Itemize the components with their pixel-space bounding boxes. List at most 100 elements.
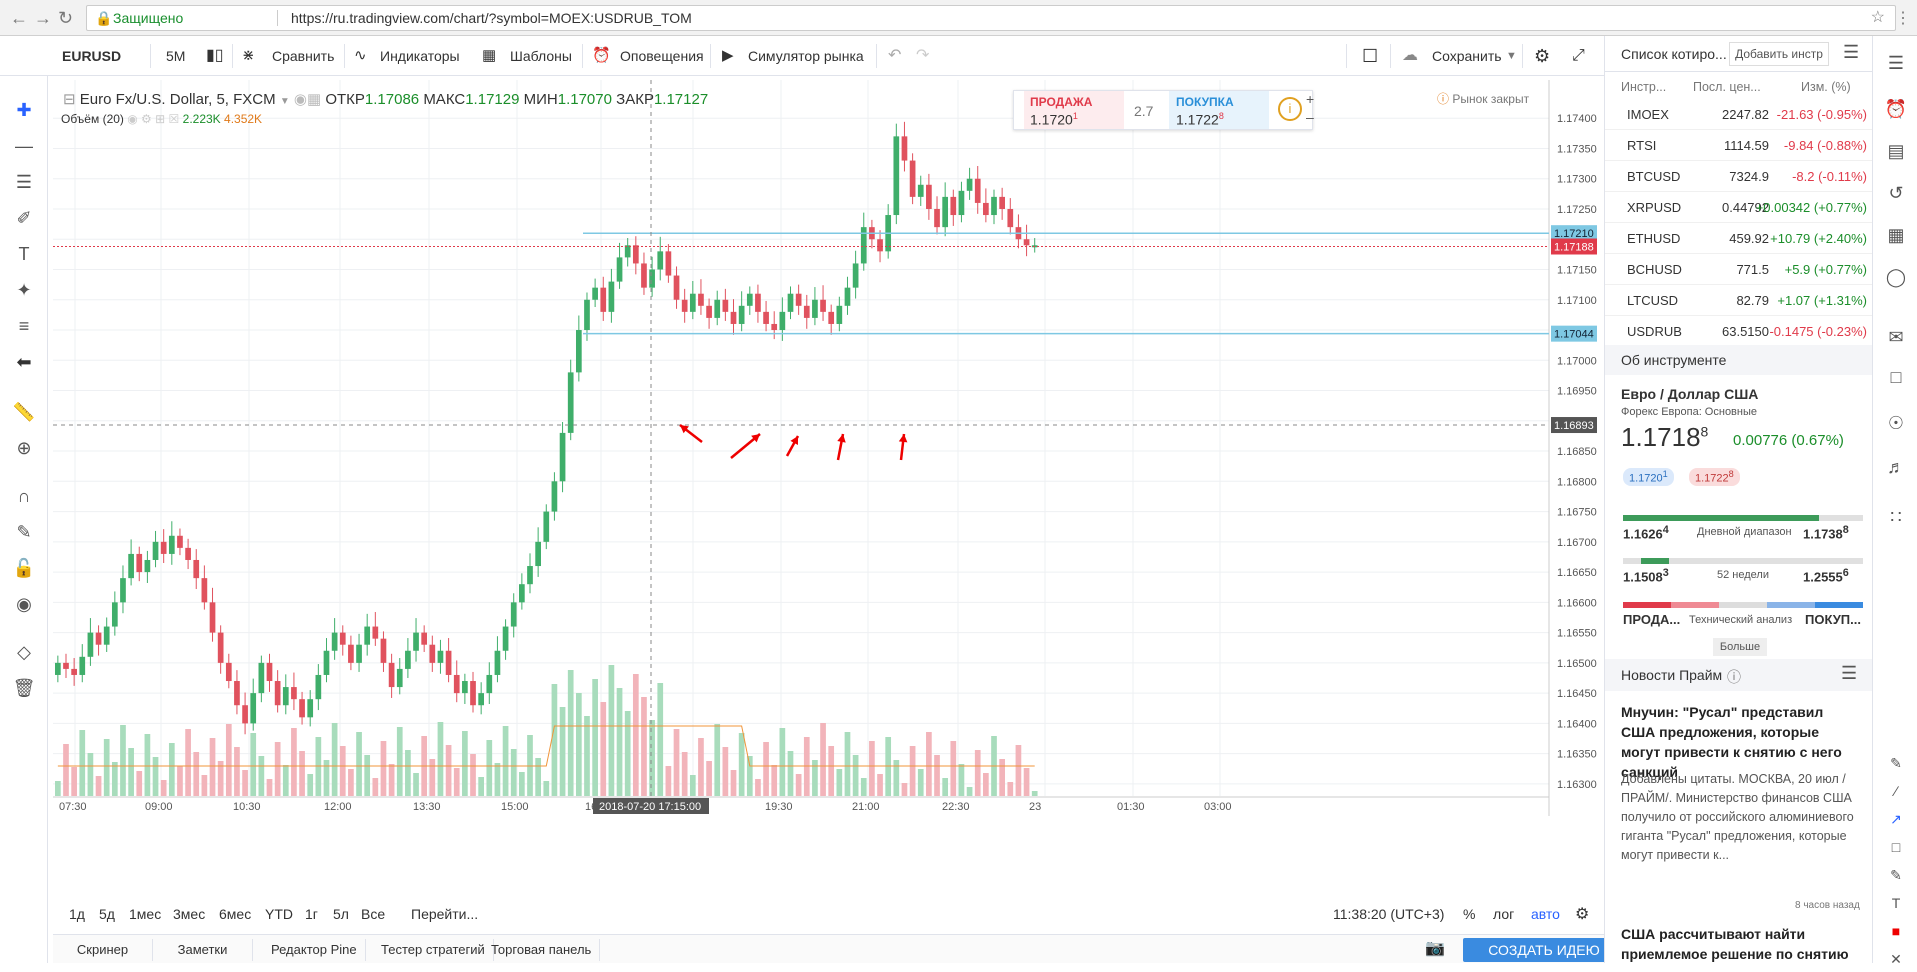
cloud-icon[interactable]: ☁ <box>1402 47 1418 64</box>
templates-button[interactable]: Шаблоны <box>510 48 572 64</box>
legend-tools-icon[interactable]: ◉▦ <box>293 91 322 108</box>
calendar-icon[interactable]: ▦ <box>1887 225 1905 245</box>
news-title-2[interactable]: США рассчитывают найти приемлемое решени… <box>1621 926 1849 962</box>
watchlist-row[interactable]: IMOEX 2247.82 -21.63 (-0.95%) <box>1605 98 1873 130</box>
col-last[interactable]: Посл. цен... <box>1693 80 1761 94</box>
watchlist-row[interactable]: LTCUSD 82.79 +1.07 (+1.31%) <box>1605 284 1873 316</box>
templates-icon[interactable]: ▦ <box>482 47 497 64</box>
auto-toggle[interactable]: авто <box>1531 906 1560 922</box>
watchlist-row[interactable]: XRPUSD 0.44792 +0.00342 (+0.77%) <box>1605 191 1873 223</box>
sell-button[interactable] <box>1024 91 1124 129</box>
url-text[interactable]: https://ru.tradingview.com/chart/?symbol… <box>291 10 692 26</box>
forward-icon[interactable]: → <box>34 8 52 28</box>
create-idea-button[interactable]: СОЗДАТЬ ИДЕЮ <box>1463 938 1625 962</box>
range-1y[interactable]: 1г <box>305 906 318 922</box>
chart-area[interactable]: 1.174001.173501.173001.172501.172001.171… <box>53 80 1597 870</box>
watchlist-row[interactable]: BCHUSD 771.5 +5.9 (+0.77%) <box>1605 253 1873 285</box>
add-symbol-button[interactable]: Добавить инстр <box>1729 42 1829 66</box>
title-chevron-icon[interactable]: ▼ <box>279 96 290 107</box>
camera-icon[interactable]: 📷 <box>1425 940 1445 957</box>
compare-icon[interactable]: ⋇ <box>242 47 255 64</box>
replay-button[interactable]: Симулятор рынка <box>748 48 864 64</box>
watchlist-row[interactable]: RTSI 1114.59 -9.84 (-0.88%) <box>1605 129 1873 161</box>
watchlist-menu-icon[interactable]: ☰ <box>1843 42 1860 62</box>
messages-icon[interactable]: □ <box>1890 367 1902 387</box>
pitchfork-icon[interactable]: ☰ <box>15 172 33 192</box>
clear-tool-icon[interactable]: ✕ <box>1890 951 1902 967</box>
trash-icon[interactable]: 🗑 <box>12 678 36 698</box>
replay-icon[interactable]: ▶ <box>722 47 734 64</box>
text-tool-icon[interactable]: T <box>1891 895 1901 911</box>
zoom-icon[interactable]: ⊕ <box>16 438 32 458</box>
range-5d[interactable]: 5д <box>99 906 115 922</box>
pattern-icon[interactable]: ✦ <box>16 280 32 300</box>
color-swatch-icon[interactable]: ■ <box>1891 923 1901 939</box>
goto-button[interactable]: Перейти... <box>411 906 479 922</box>
range-1m[interactable]: 1мес <box>129 906 162 922</box>
news-title-1[interactable]: Мнучин: "Русал" представил США предложен… <box>1621 704 1842 780</box>
hotlist-icon[interactable]: ↺ <box>1888 183 1904 203</box>
info-icon[interactable]: i <box>1278 97 1302 121</box>
layers-icon[interactable]: ◇ <box>17 642 31 662</box>
tab-pine-editor[interactable]: Редактор Pine <box>263 939 366 961</box>
interval-button[interactable]: 5M <box>166 48 186 64</box>
watchlist-icon[interactable]: ☰ <box>1887 53 1905 73</box>
tab-trading-panel[interactable]: Торговая панель <box>483 939 601 961</box>
dots-grid-icon[interactable]: ∷ <box>1890 507 1902 527</box>
range-3m[interactable]: 3мес <box>173 906 206 922</box>
pencil-lock-icon[interactable]: ✎ <box>16 522 32 542</box>
pen-tool-icon[interactable]: ✎ <box>1890 755 1902 771</box>
brush-icon[interactable]: ✐ <box>16 208 32 228</box>
range-ytd[interactable]: YTD <box>265 906 293 922</box>
more-button[interactable]: Больше <box>1713 638 1767 656</box>
line-tool-icon[interactable]: ∕ <box>1894 783 1898 799</box>
chat-icon[interactable]: ✉ <box>1888 327 1904 347</box>
text-tool-icon[interactable]: T <box>18 244 30 264</box>
fib-icon[interactable]: ≡ <box>18 316 30 336</box>
news-info-icon[interactable]: ⓘ <box>1727 669 1741 685</box>
volume-tools-icon[interactable]: ◉ ⚙ ⊞ ☒ <box>127 112 180 126</box>
tab-notes[interactable]: Заметки <box>153 939 253 961</box>
bookmark-star-icon[interactable]: ☆ <box>1870 9 1885 26</box>
watchlist-row[interactable]: BTCUSD 7324.9 -8.2 (-0.11%) <box>1605 160 1873 192</box>
indicators-button[interactable]: Индикаторы <box>380 48 460 64</box>
arrow-icon[interactable]: ⬅ <box>16 352 32 372</box>
back-icon[interactable]: ← <box>10 8 28 28</box>
col-change[interactable]: Изм. (%) <box>1801 80 1851 94</box>
range-all[interactable]: Все <box>361 906 386 922</box>
marker-tool-icon[interactable]: ✎ <box>1890 867 1902 883</box>
tab-strategy-tester[interactable]: Тестер стратегий <box>373 939 494 961</box>
idea-bulb-icon[interactable]: ◯ <box>1885 267 1907 287</box>
arrow-tool-icon[interactable]: ↗ <box>1890 811 1902 827</box>
price-chart[interactable]: 1.174001.173501.173001.172501.172001.171… <box>53 80 1597 870</box>
notifications-bell-icon[interactable]: ♬ <box>1887 457 1905 477</box>
trend-line-icon[interactable]: — <box>15 136 33 156</box>
plus-icon[interactable]: + <box>1306 91 1315 107</box>
data-window-icon[interactable]: ▤ <box>1887 141 1905 161</box>
address-bar[interactable]: 🔒 Защищено https://ru.tradingview.com/ch… <box>86 5 1896 31</box>
alarm-clock-icon[interactable]: ⏰ <box>1884 99 1908 119</box>
alert-clock-icon[interactable]: ⏰ <box>592 47 611 64</box>
buy-button[interactable] <box>1169 91 1269 129</box>
symbol-search[interactable]: EURUSD <box>62 48 122 64</box>
instrument-section-header[interactable]: Об инструменте <box>1605 345 1873 375</box>
col-symbol[interactable]: Инстр... <box>1621 80 1667 94</box>
magnet-icon[interactable]: ∩ <box>17 486 31 506</box>
save-button[interactable]: Сохранить <box>1432 48 1502 64</box>
collapse-icon[interactable]: ⊟ <box>63 91 76 108</box>
axis-settings-gear-icon[interactable]: ⚙ <box>1575 906 1590 923</box>
lock-icon[interactable]: 🔓 <box>12 558 36 578</box>
watchlist-title[interactable]: Список котиро... <box>1621 46 1727 62</box>
candles-style-icon[interactable]: ▮▯ <box>206 47 224 64</box>
news-section-title[interactable]: Новости Прайм <box>1621 667 1723 683</box>
expand-icon[interactable]: ⤢ <box>1572 47 1585 64</box>
tab-screener[interactable]: Скринер <box>53 939 153 961</box>
fullscreen-box-icon[interactable]: ☐ <box>1362 46 1379 66</box>
compare-button[interactable]: Сравнить <box>272 48 335 64</box>
streams-icon[interactable]: ☉ <box>1887 413 1905 433</box>
news-menu-icon[interactable]: ☰ <box>1841 663 1858 683</box>
alerts-button[interactable]: Оповещения <box>620 48 704 64</box>
undo-icon[interactable]: ↶ <box>888 47 902 64</box>
save-dropdown-chevron-icon[interactable]: ▼ <box>1506 50 1517 62</box>
watchlist-row[interactable]: USDRUB 63.5150 -0.1475 (-0.23%) <box>1605 315 1873 347</box>
